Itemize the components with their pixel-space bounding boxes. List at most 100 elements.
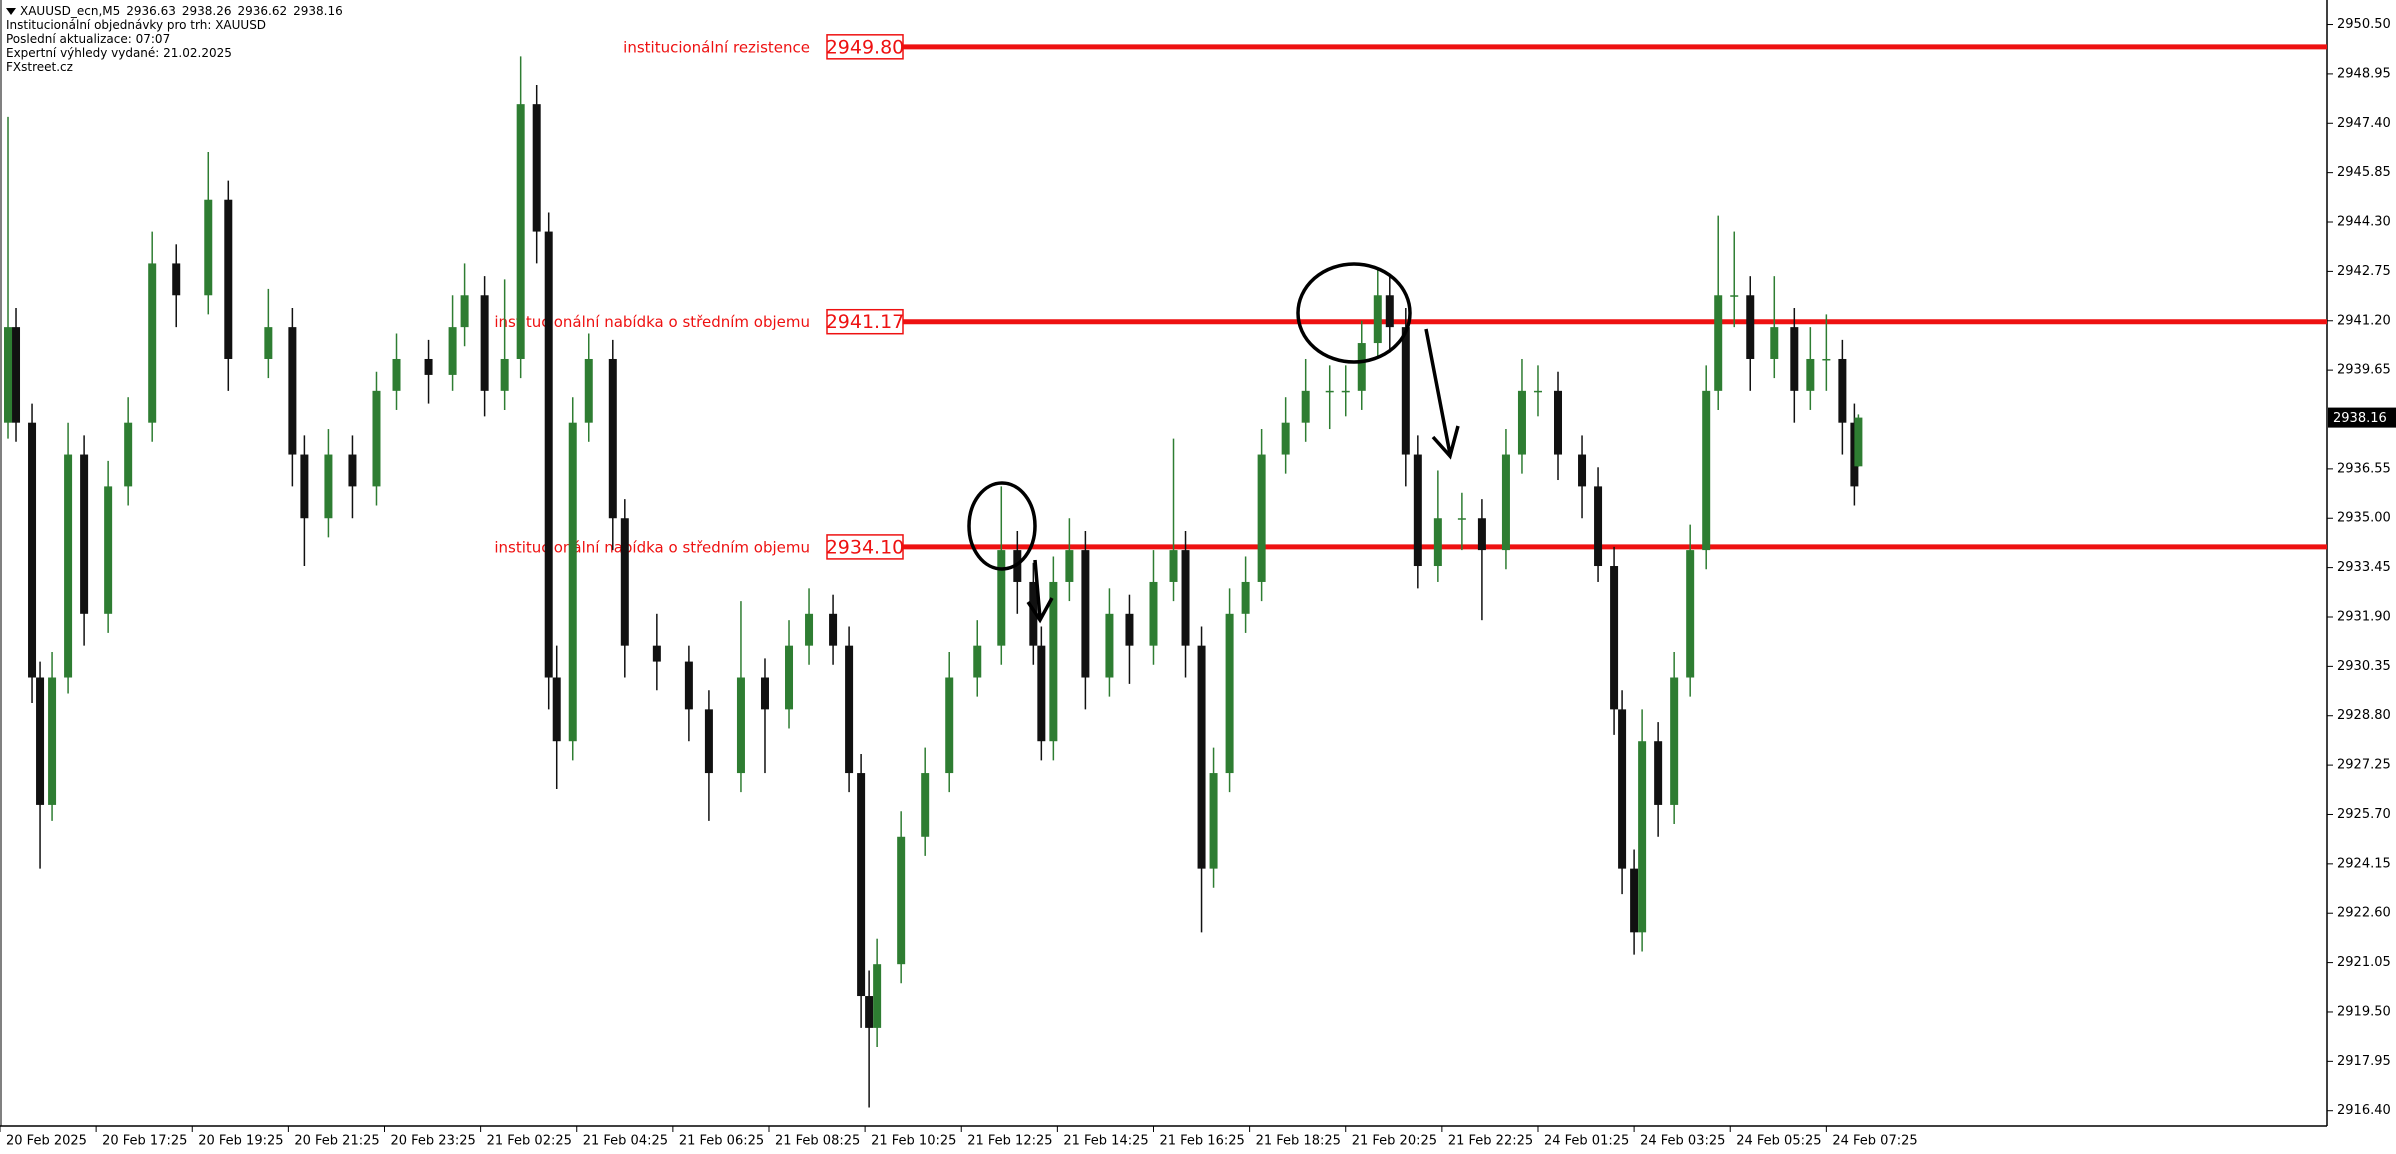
candle-body <box>845 645 854 774</box>
candle-body <box>324 454 333 519</box>
candle-body <box>1149 581 1158 646</box>
candle-body <box>1670 677 1679 805</box>
candle-body <box>1594 486 1603 567</box>
arrow-annotation <box>1424 328 1460 460</box>
candle-body <box>348 454 357 487</box>
candle-body <box>945 677 954 774</box>
x-tick-label: 21 Feb 02:25 <box>487 1134 572 1149</box>
candle-body <box>148 263 157 423</box>
candle-body <box>1049 581 1058 742</box>
x-tick-label: 21 Feb 04:25 <box>583 1134 668 1149</box>
x-tick-label: 24 Feb 05:25 <box>1736 1134 1821 1149</box>
candle-body <box>1702 390 1711 551</box>
candle-body <box>480 295 489 391</box>
candle-body <box>372 390 381 487</box>
candle-body <box>36 677 45 805</box>
candle-body <box>897 836 906 965</box>
candle-body <box>204 199 213 296</box>
y-tick-label: 2950.50 <box>2337 17 2391 32</box>
y-tick-label: 2925.70 <box>2337 807 2391 822</box>
candle-body <box>1457 518 1466 520</box>
info-line: Institucionální objednávky pro trh: XAUU… <box>6 18 267 32</box>
candle-body <box>172 263 181 296</box>
y-tick-label: 2931.90 <box>2337 609 2391 624</box>
circle-annotation <box>967 481 1037 571</box>
candle-body <box>1533 390 1542 393</box>
info-line: FXstreet.cz <box>6 60 73 74</box>
y-tick-label: 2919.50 <box>2337 1004 2391 1019</box>
candle-body <box>64 454 73 678</box>
level-value-box <box>826 34 904 60</box>
candle-body <box>1654 741 1663 805</box>
candle-body <box>1477 518 1486 551</box>
y-tick-label: 2933.45 <box>2337 560 2391 575</box>
candle-body <box>1790 327 1799 391</box>
candle-body <box>80 454 89 614</box>
info-line: Poslední aktualizace: 07:07 <box>6 32 171 46</box>
candle-body <box>1413 454 1422 567</box>
x-tick-label: 21 Feb 18:25 <box>1256 1134 1341 1149</box>
candle-body <box>1209 773 1218 869</box>
candle-body <box>516 104 525 359</box>
candle-body <box>1029 581 1038 646</box>
level-value-box <box>826 534 904 560</box>
y-tick-label: 2927.25 <box>2337 758 2391 773</box>
x-tick-label: 20 Feb 19:25 <box>198 1134 283 1149</box>
candle-body <box>104 486 113 614</box>
candle-body <box>544 231 553 678</box>
level-value-label: 2949.80 <box>826 36 905 58</box>
x-tick-label: 20 Feb 2025 <box>6 1134 87 1149</box>
candle-body <box>865 996 874 1028</box>
candle-body <box>224 199 233 359</box>
menu-triangle[interactable] <box>6 8 16 15</box>
y-tick-label: 2942.75 <box>2337 264 2391 279</box>
y-tick-label: 2941.20 <box>2337 313 2391 328</box>
candle-body <box>4 327 13 423</box>
candle-body <box>552 677 561 742</box>
candle-body <box>1081 550 1090 678</box>
candle-body <box>760 677 769 710</box>
candle-body <box>460 295 469 328</box>
candle-body <box>12 327 21 423</box>
candle-body <box>1730 295 1739 297</box>
candle-body <box>1610 566 1619 710</box>
info-line: Expertní výhledy vydané: 21.02.2025 <box>6 46 232 60</box>
ohlc-open: 2936.63 <box>126 4 176 18</box>
candle-body <box>1373 295 1382 344</box>
candle-body <box>1618 709 1627 869</box>
candle-body <box>829 613 838 646</box>
x-tick-label: 20 Feb 17:25 <box>102 1134 187 1149</box>
annotations <box>967 262 1460 624</box>
candle-body <box>1241 581 1250 614</box>
x-tick-label: 24 Feb 01:25 <box>1544 1134 1629 1149</box>
candle-body <box>1501 454 1510 551</box>
candle-body <box>1638 741 1647 933</box>
chart-header: XAUUSD_ecn,M5 2936.63 2938.26 2936.62 2938.1… <box>6 4 343 74</box>
candle-body <box>1746 295 1755 359</box>
candle-body <box>568 422 577 742</box>
candle-body <box>921 773 930 837</box>
x-tick-label: 21 Feb 06:25 <box>679 1134 764 1149</box>
candle-body <box>1357 343 1366 391</box>
candle-body <box>620 518 629 646</box>
candle-body <box>28 422 37 678</box>
candle-body <box>1433 518 1442 567</box>
candle-body <box>1770 327 1779 359</box>
candle-body <box>300 454 309 519</box>
candle-body <box>1281 422 1290 455</box>
candle-body <box>500 358 509 391</box>
candle-body <box>448 327 457 375</box>
candle-body <box>1125 613 1134 646</box>
candle-body <box>1065 550 1074 582</box>
candle-body <box>1169 550 1178 582</box>
x-tick-label: 24 Feb 07:25 <box>1832 1134 1917 1149</box>
symbol-line: XAUUSD_ecn,M5 2936.63 2938.26 2936.62 2938.1… <box>6 4 343 18</box>
candle-body <box>608 358 617 519</box>
candle-body <box>48 677 57 805</box>
x-tick-label: 21 Feb 12:25 <box>967 1134 1052 1149</box>
x-tick-label: 20 Feb 21:25 <box>294 1134 379 1149</box>
circle-annotation <box>1296 262 1412 364</box>
level-value-label: 2941.17 <box>826 311 905 333</box>
candle-body <box>392 358 401 391</box>
